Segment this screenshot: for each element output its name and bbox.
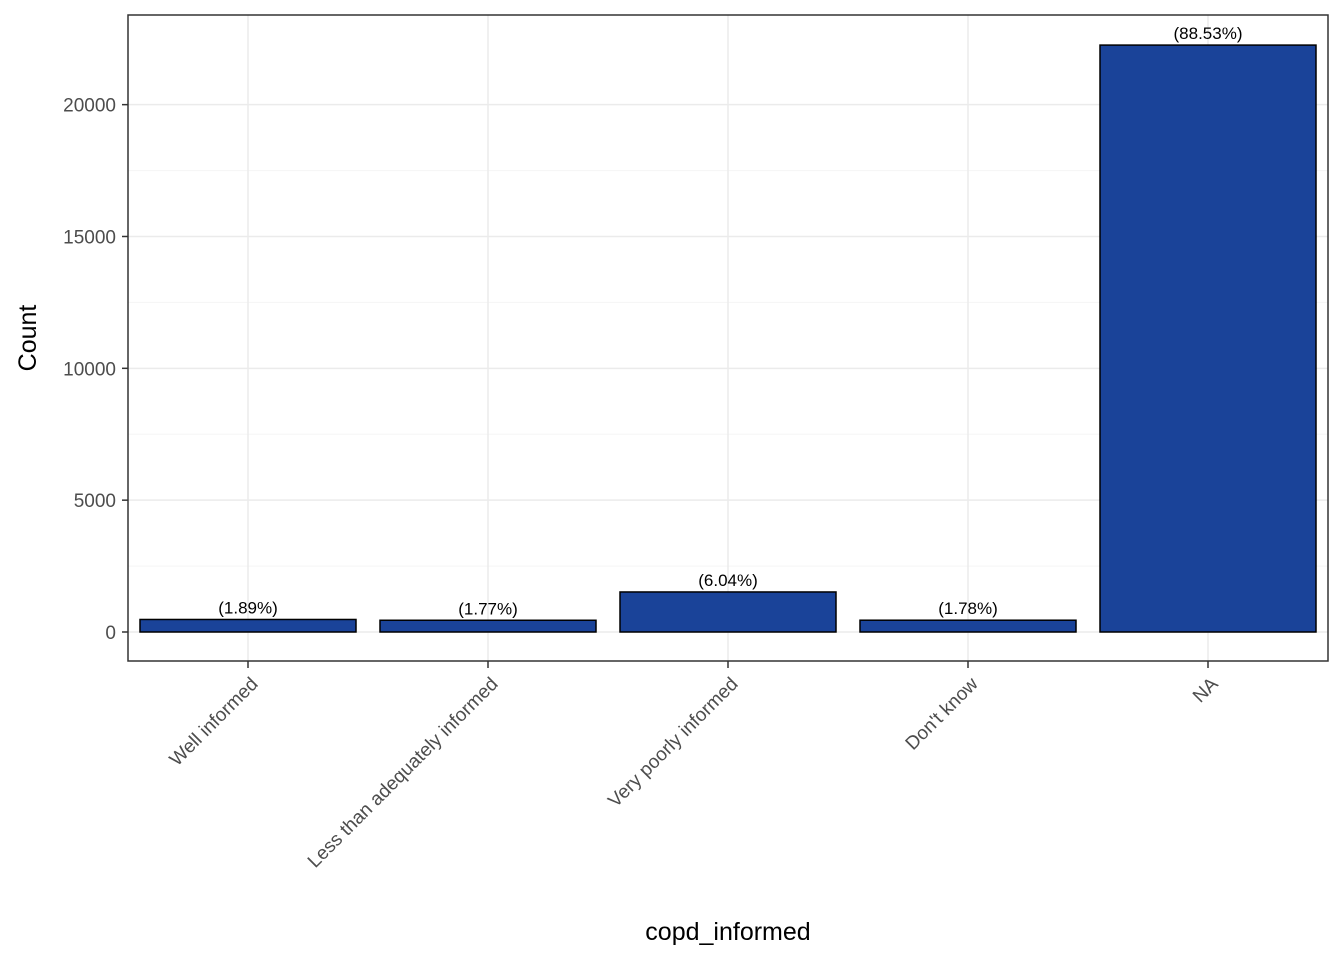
y-tick-label: 15000 xyxy=(63,227,116,248)
y-tick-label: 20000 xyxy=(63,96,116,117)
bar-data-label: (1.89%) xyxy=(218,598,278,617)
y-tick-label: 0 xyxy=(105,623,116,644)
bar-labels-group: (1.89%) (1.77%) (6.04%) (1.78%) (88.53%) xyxy=(218,24,1242,618)
x-tick-label: Less than adequately informed xyxy=(304,674,503,873)
y-tick-label: 10000 xyxy=(63,359,116,380)
y-tick-label: 5000 xyxy=(74,491,116,512)
bar xyxy=(379,619,597,633)
x-axis-title: copd_informed xyxy=(645,918,810,946)
bar xyxy=(859,619,1077,633)
y-axis: 0 5000 10000 15000 20000 xyxy=(63,96,128,644)
x-tick-label: NA xyxy=(1189,673,1223,707)
bar-data-label: (1.77%) xyxy=(458,599,518,618)
bar-data-label: (88.53%) xyxy=(1174,24,1243,43)
bar-data-label: (1.78%) xyxy=(938,599,998,618)
bar xyxy=(1099,44,1317,633)
x-tick-label: Don't know xyxy=(902,673,983,754)
y-axis-title: Count xyxy=(14,305,42,372)
bars-group xyxy=(139,44,1317,633)
bar xyxy=(139,618,357,633)
x-tick-label: Well informed xyxy=(166,674,263,771)
x-tick-label: Very poorly informed xyxy=(604,674,742,812)
bar xyxy=(619,591,837,633)
x-axis: Well informed Less than adequately inform… xyxy=(166,661,1223,872)
bar-data-label: (6.04%) xyxy=(698,571,758,590)
